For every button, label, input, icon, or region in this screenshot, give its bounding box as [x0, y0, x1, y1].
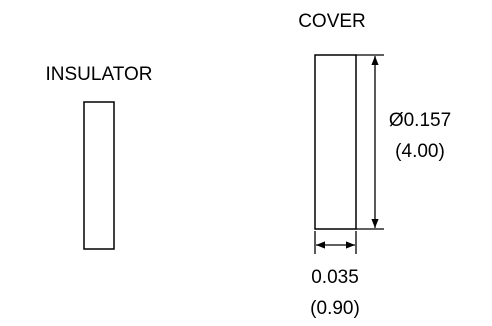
- diameter-inch-value: Ø0.157: [389, 110, 451, 131]
- diameter-mm-value: (4.00): [395, 141, 445, 162]
- insulator-part: INSULATOR: [46, 64, 153, 250]
- insulator-label: INSULATOR: [46, 64, 153, 85]
- insulator-outline: [83, 101, 115, 250]
- cover-outline: [314, 54, 357, 230]
- thickness-inch-value: 0.035: [311, 267, 359, 288]
- diameter-dimension: Ø0.157 (4.00): [356, 54, 451, 230]
- thickness-mm-value: (0.90): [310, 298, 360, 319]
- cover-part: COVER: [298, 11, 366, 230]
- thickness-dimension: 0.035 (0.90): [310, 231, 360, 319]
- cover-label: COVER: [298, 11, 366, 32]
